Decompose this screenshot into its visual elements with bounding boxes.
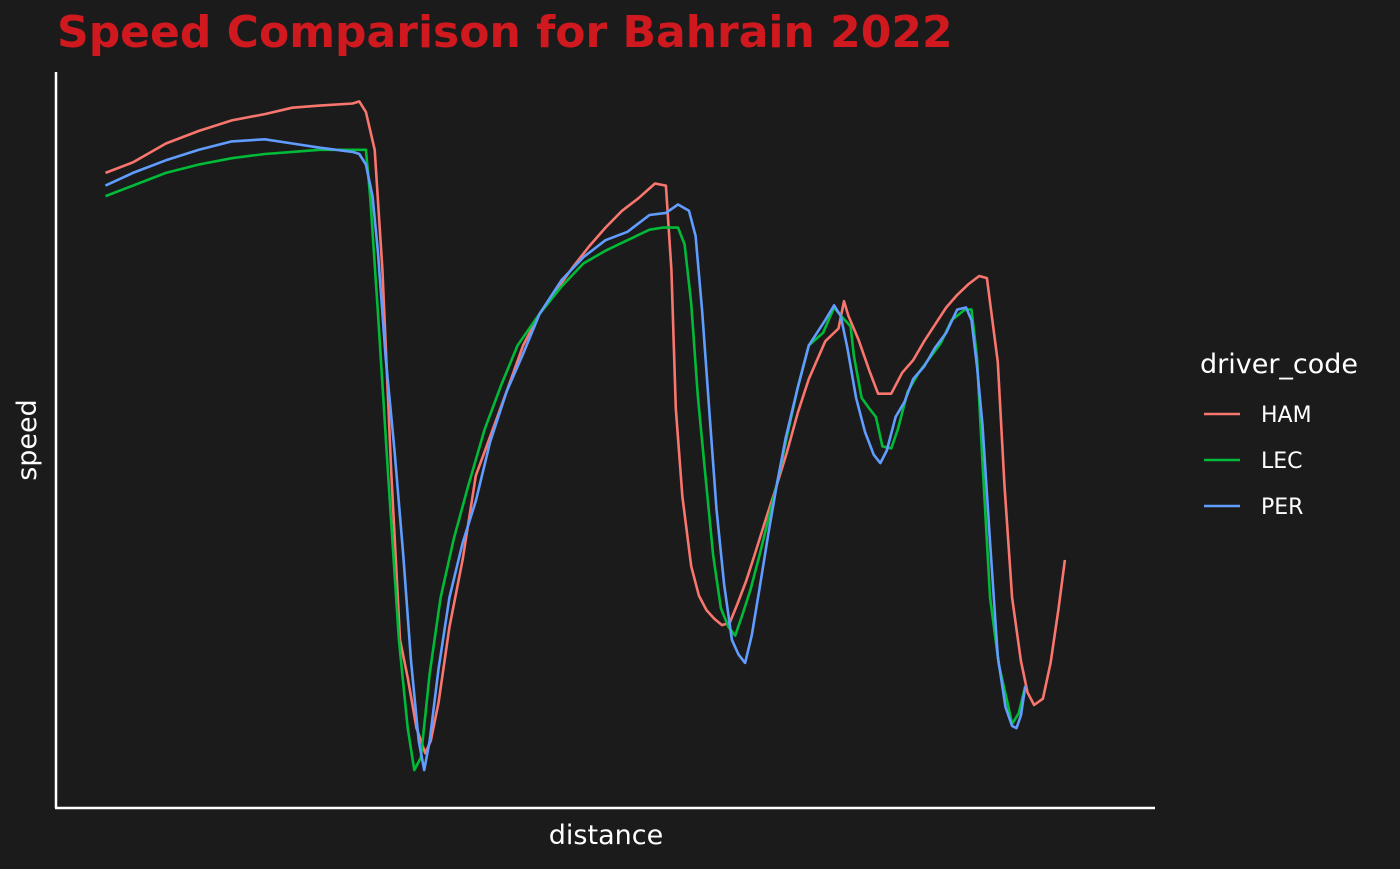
- legend-label-ham: HAM: [1261, 403, 1312, 428]
- series-line-per: [104, 138, 1027, 772]
- legend-label-per: PER: [1261, 495, 1303, 520]
- plot-area: [104, 100, 1067, 772]
- chart-title: Speed Comparison for Bahrain 2022: [57, 7, 953, 58]
- legend: driver_code HAM LEC PER: [1200, 349, 1358, 520]
- legend-label-lec: LEC: [1261, 449, 1303, 474]
- legend-title: driver_code: [1200, 349, 1358, 380]
- y-axis-label: speed: [12, 399, 43, 481]
- x-axis-label: distance: [549, 820, 663, 851]
- legend-items: HAM LEC PER: [1204, 403, 1312, 520]
- series-line-ham: [105, 100, 1067, 755]
